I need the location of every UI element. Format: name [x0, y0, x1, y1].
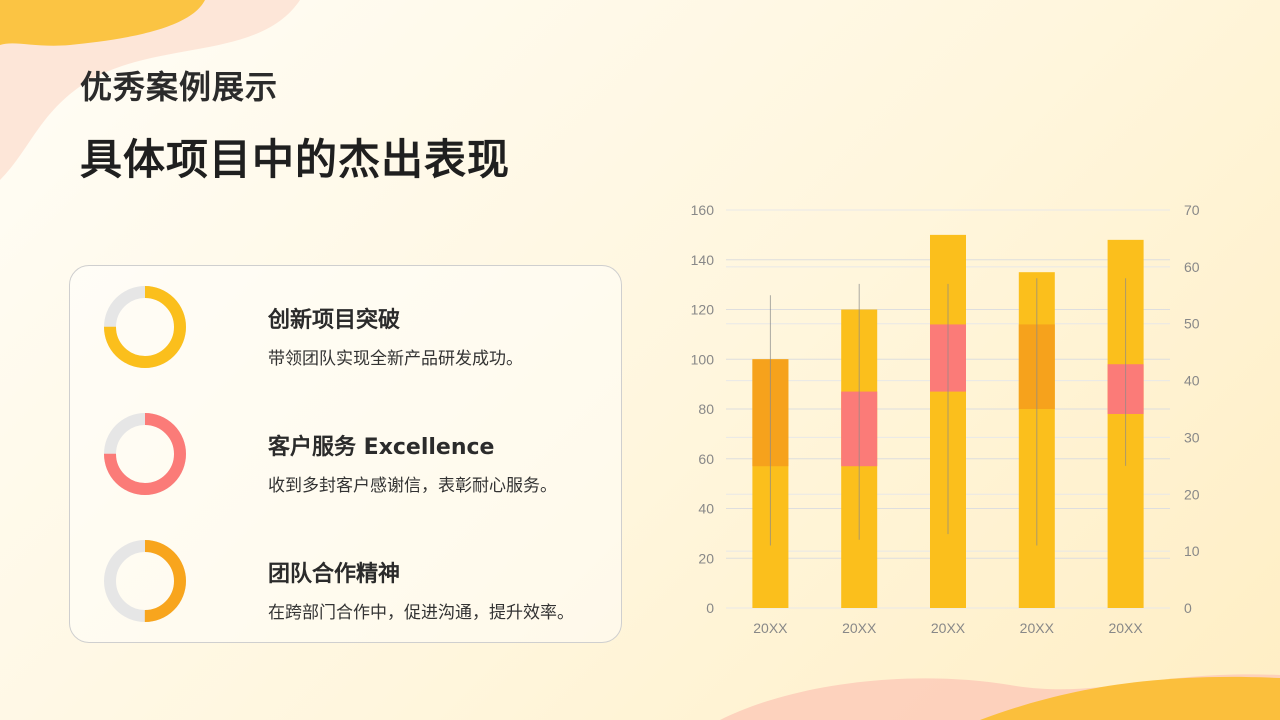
y-right-tick-label: 60 [1184, 259, 1200, 275]
highlight-title: 团队合作精神 [268, 562, 401, 587]
y-left-tick-label: 40 [698, 501, 714, 517]
y-right-tick-label: 50 [1184, 316, 1200, 332]
highlight-description: 带领团队实现全新产品研发成功。 [268, 349, 523, 369]
y-right-tick-label: 20 [1184, 486, 1200, 502]
highlights-card: 创新项目突破 带领团队实现全新产品研发成功。 客户服务 Excellence 收… [69, 265, 622, 643]
bar-chart: 0 20 40 60 80 100 120 140 160 0 10 20 30 40 50 60 70 20XX… [691, 202, 1200, 636]
wave-bottom-right [720, 674, 1280, 720]
y-left-tick-label: 140 [691, 252, 715, 268]
x-tick-label: 20XX [753, 620, 788, 636]
section-subtitle: 优秀案例展示 [80, 68, 279, 106]
progress-ring-icon [104, 413, 186, 495]
highlight-title: 客户服务 Excellence [268, 435, 495, 460]
y-right-tick-label: 30 [1184, 429, 1200, 445]
y-right-tick-label: 10 [1184, 543, 1200, 559]
y-left-tick-label: 100 [691, 351, 715, 367]
y-right-tick-label: 0 [1184, 600, 1192, 616]
corner-blob-top-left [0, 0, 300, 180]
x-tick-label: 20XX [1020, 620, 1055, 636]
highlight-item-innovation: 创新项目突破 带领团队实现全新产品研发成功。 [100, 282, 600, 372]
highlight-item-teamwork: 团队合作精神 在跨部门合作中，促进沟通，提升效率。 [100, 536, 600, 626]
y-left-tick-label: 0 [706, 600, 714, 616]
y-right-tick-label: 40 [1184, 373, 1200, 389]
progress-ring-icon [104, 540, 186, 622]
page-title: 具体项目中的杰出表现 [80, 135, 511, 184]
y-left-tick-label: 20 [698, 550, 714, 566]
y-left-tick-label: 120 [691, 302, 715, 318]
x-tick-label: 20XX [931, 620, 966, 636]
highlight-item-service: 客户服务 Excellence 收到多封客户感谢信，表彰耐心服务。 [100, 409, 600, 499]
x-tick-label: 20XX [1108, 620, 1143, 636]
x-tick-label: 20XX [842, 620, 877, 636]
y-right-tick-label: 70 [1184, 202, 1200, 218]
highlight-description: 在跨部门合作中，促进沟通，提升效率。 [268, 603, 574, 623]
y-left-tick-label: 80 [698, 401, 714, 417]
highlight-description: 收到多封客户感谢信，表彰耐心服务。 [268, 476, 557, 496]
y-left-tick-label: 160 [691, 202, 715, 218]
y-left-tick-label: 60 [698, 451, 714, 467]
highlight-title: 创新项目突破 [268, 308, 401, 333]
progress-ring-icon [104, 286, 186, 368]
